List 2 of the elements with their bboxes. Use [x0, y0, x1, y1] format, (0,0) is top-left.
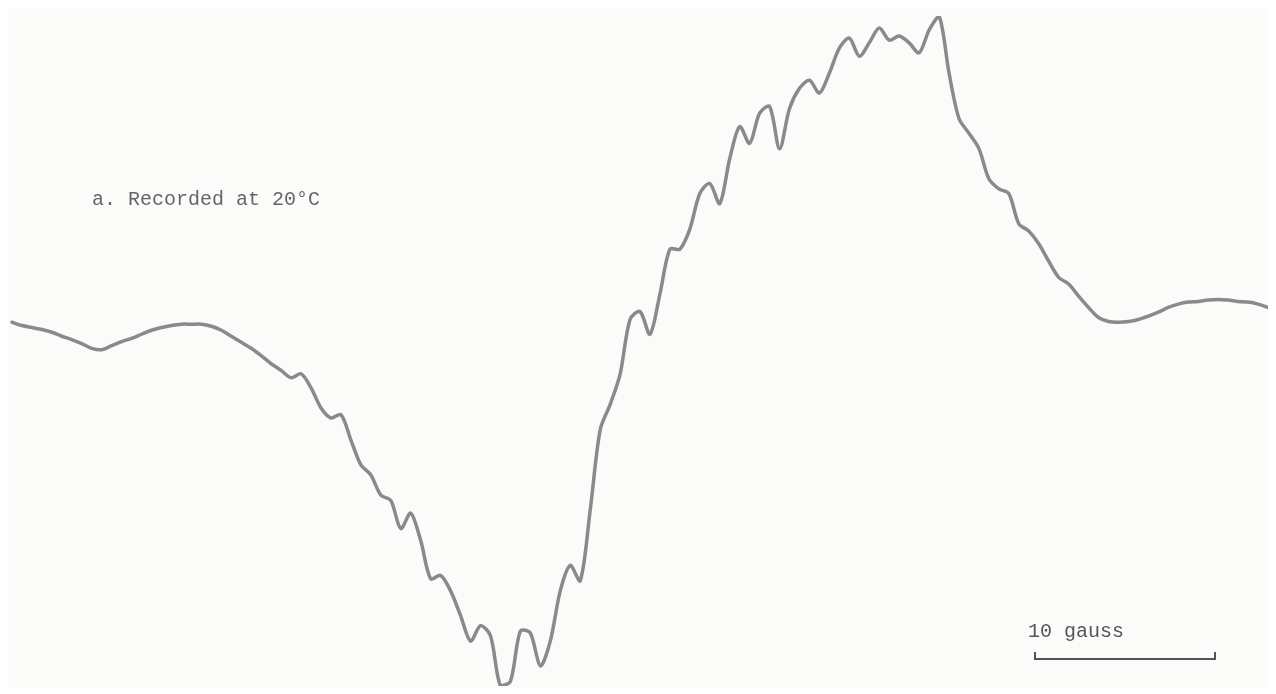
annotation: 10 gauss: [1028, 620, 1125, 643]
annotation: a. Recorded at 20°C: [92, 188, 321, 211]
